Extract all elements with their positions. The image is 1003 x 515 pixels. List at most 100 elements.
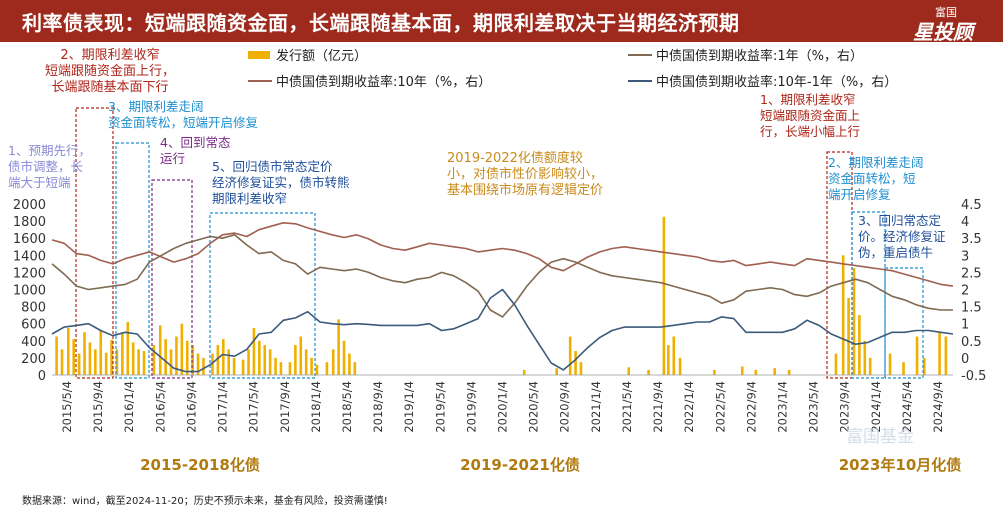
issuance-bar: [773, 368, 777, 375]
x-tick-label: 2023/5/4: [807, 381, 821, 433]
x-tick-label: 2016/1/4: [122, 381, 136, 433]
issuance-bar: [315, 364, 319, 375]
issuance-bar: [915, 336, 919, 375]
issuance-bar: [672, 336, 676, 375]
chart: 0 200 400 600 800 1000 1200 1400 1600 1800 2000 -0.…: [8, 47, 986, 474]
axes: 0 200 400 600 800 1000 1200 1400 1600 1800 2000 -0.…: [13, 198, 986, 433]
y-left-tick-label: 1800: [13, 215, 46, 230]
x-tick-label: 2015/5/4: [60, 381, 74, 433]
series-lines: [51, 222, 954, 373]
issuance-bar: [863, 340, 867, 375]
annotation-text: 2019-2022化债额度较: [447, 150, 583, 166]
x-tick-label: 2016/9/4: [184, 381, 198, 433]
y-left-tick-label: 200: [21, 352, 46, 367]
y-right-tick-label: 2.5: [961, 266, 982, 281]
annotation-text: 4、回到常态: [160, 135, 230, 150]
y-right-tick-label: 2: [961, 284, 969, 299]
box-phase4: [151, 179, 193, 379]
y-right-tick-label: 1: [961, 318, 969, 333]
annotation-text: 端大于短端: [8, 175, 71, 190]
annotation-text: 小，对债市性价影响较小，: [447, 166, 603, 182]
issuance-bar: [868, 357, 872, 375]
issuance-bar: [247, 349, 250, 375]
issuance-bar: [304, 349, 308, 375]
period-label: 2015-2018化债: [140, 456, 260, 474]
issuance-bar: [252, 327, 256, 375]
issuance-bar: [627, 367, 631, 375]
annotation-text: 资金面转松，短端开启修复: [108, 115, 259, 130]
x-tick-label: 2019/5/4: [433, 381, 447, 433]
issuance-bar: [164, 339, 167, 375]
issuance-bar: [99, 330, 103, 375]
issuance-bar: [902, 362, 905, 375]
issuance-bar: [647, 369, 650, 375]
box-phase2: [75, 107, 114, 379]
x-tick-label: 2021/9/4: [651, 381, 665, 433]
issuance-bar: [852, 268, 856, 375]
issuance-bar: [196, 353, 200, 375]
y-left-tick-label: 0: [38, 369, 46, 384]
series-line-10y: [51, 222, 954, 287]
x-tick-label: 2017/9/4: [278, 381, 292, 433]
annotation-text: 行，长端小幅上行: [760, 124, 860, 139]
watermark: 富国基金: [846, 427, 914, 447]
issuance-bar: [72, 339, 76, 375]
annotation-text: 短端跟随资金面上: [760, 108, 860, 123]
issuance-bar: [568, 336, 572, 375]
legend: 发行额（亿元） 中债国债到期收益率:1年（%，右） 中债国债到期收益率:10年（%，…: [248, 48, 897, 90]
y-right-tick-label: 0.5: [961, 335, 982, 350]
issuance-bar: [579, 362, 583, 375]
issuance-bar: [258, 340, 261, 375]
issuance-bar: [104, 352, 108, 375]
y-right-tick-label: -0.5: [961, 369, 986, 384]
x-tick-label: 2019/1/4: [402, 381, 416, 433]
box-phase5: [209, 212, 316, 379]
x-tick-label: 2019/9/4: [464, 381, 478, 433]
issuance-bar: [667, 345, 670, 375]
box-2023-phase2: [851, 211, 886, 379]
y-left-tick-label: 1000: [13, 284, 46, 299]
source-note: 数据来源：wind，截至2024-11-20；历史不预示未来，基金有风险，投资需…: [22, 496, 388, 507]
x-tick-label: 2018/1/4: [309, 381, 323, 433]
issuance-bar: [922, 357, 926, 375]
y-left-tick-label: 800: [21, 301, 46, 316]
issuance-bar: [94, 349, 97, 375]
issuance-bar: [288, 362, 292, 375]
issuance-bar: [325, 362, 329, 375]
annotation-text: 经济修复证实，债市转熊: [212, 175, 350, 190]
x-tick-label: 2021/5/4: [620, 381, 634, 433]
issuance-bar: [274, 357, 277, 375]
issuance-bar: [678, 357, 682, 375]
annotation-text: 债市调整，长: [8, 159, 84, 174]
brand-logo: 富国 星投顾: [883, 2, 993, 44]
issuance-bar: [858, 315, 861, 375]
issuance-bar: [180, 323, 184, 375]
x-tick-label: 2020/9/4: [558, 381, 572, 433]
issuance-bar: [202, 357, 205, 375]
y-left-tick-label: 400: [21, 335, 46, 350]
issuance-bar: [787, 369, 791, 375]
x-tick-label: 2024/1/4: [869, 381, 883, 433]
issuance-bar: [67, 327, 70, 375]
issuance-bar: [662, 216, 666, 375]
y-left-tick-label: 2000: [13, 198, 46, 213]
issuance-bar: [740, 366, 744, 375]
issuance-bar: [169, 349, 173, 375]
x-tick-label: 2023/1/4: [775, 381, 789, 433]
annotation-text: 基本围绕市场原有逻辑定价: [447, 182, 603, 198]
page-title: 利率债表现：短端跟随资金面，长端跟随基本面，期限利差取决于当期经济预期: [22, 11, 740, 35]
issuance-bar: [331, 349, 335, 375]
issuance-bar: [211, 353, 214, 375]
issuance-bar: [221, 339, 225, 375]
y-right-tick-label: 3: [961, 249, 969, 264]
issuance-bar: [279, 362, 283, 375]
annotation-text: 1、预期先行，: [8, 143, 91, 158]
y-right-tick-label: 1.5: [961, 301, 982, 316]
annotation-text: 资金面转松，短: [828, 171, 916, 186]
y-right-tick-label: 0: [961, 352, 969, 367]
x-tick-label: 2017/5/4: [247, 381, 261, 433]
issuance-bar: [888, 353, 892, 375]
issuance-bar: [77, 353, 81, 375]
x-tick-label: 2015/9/4: [91, 381, 105, 433]
